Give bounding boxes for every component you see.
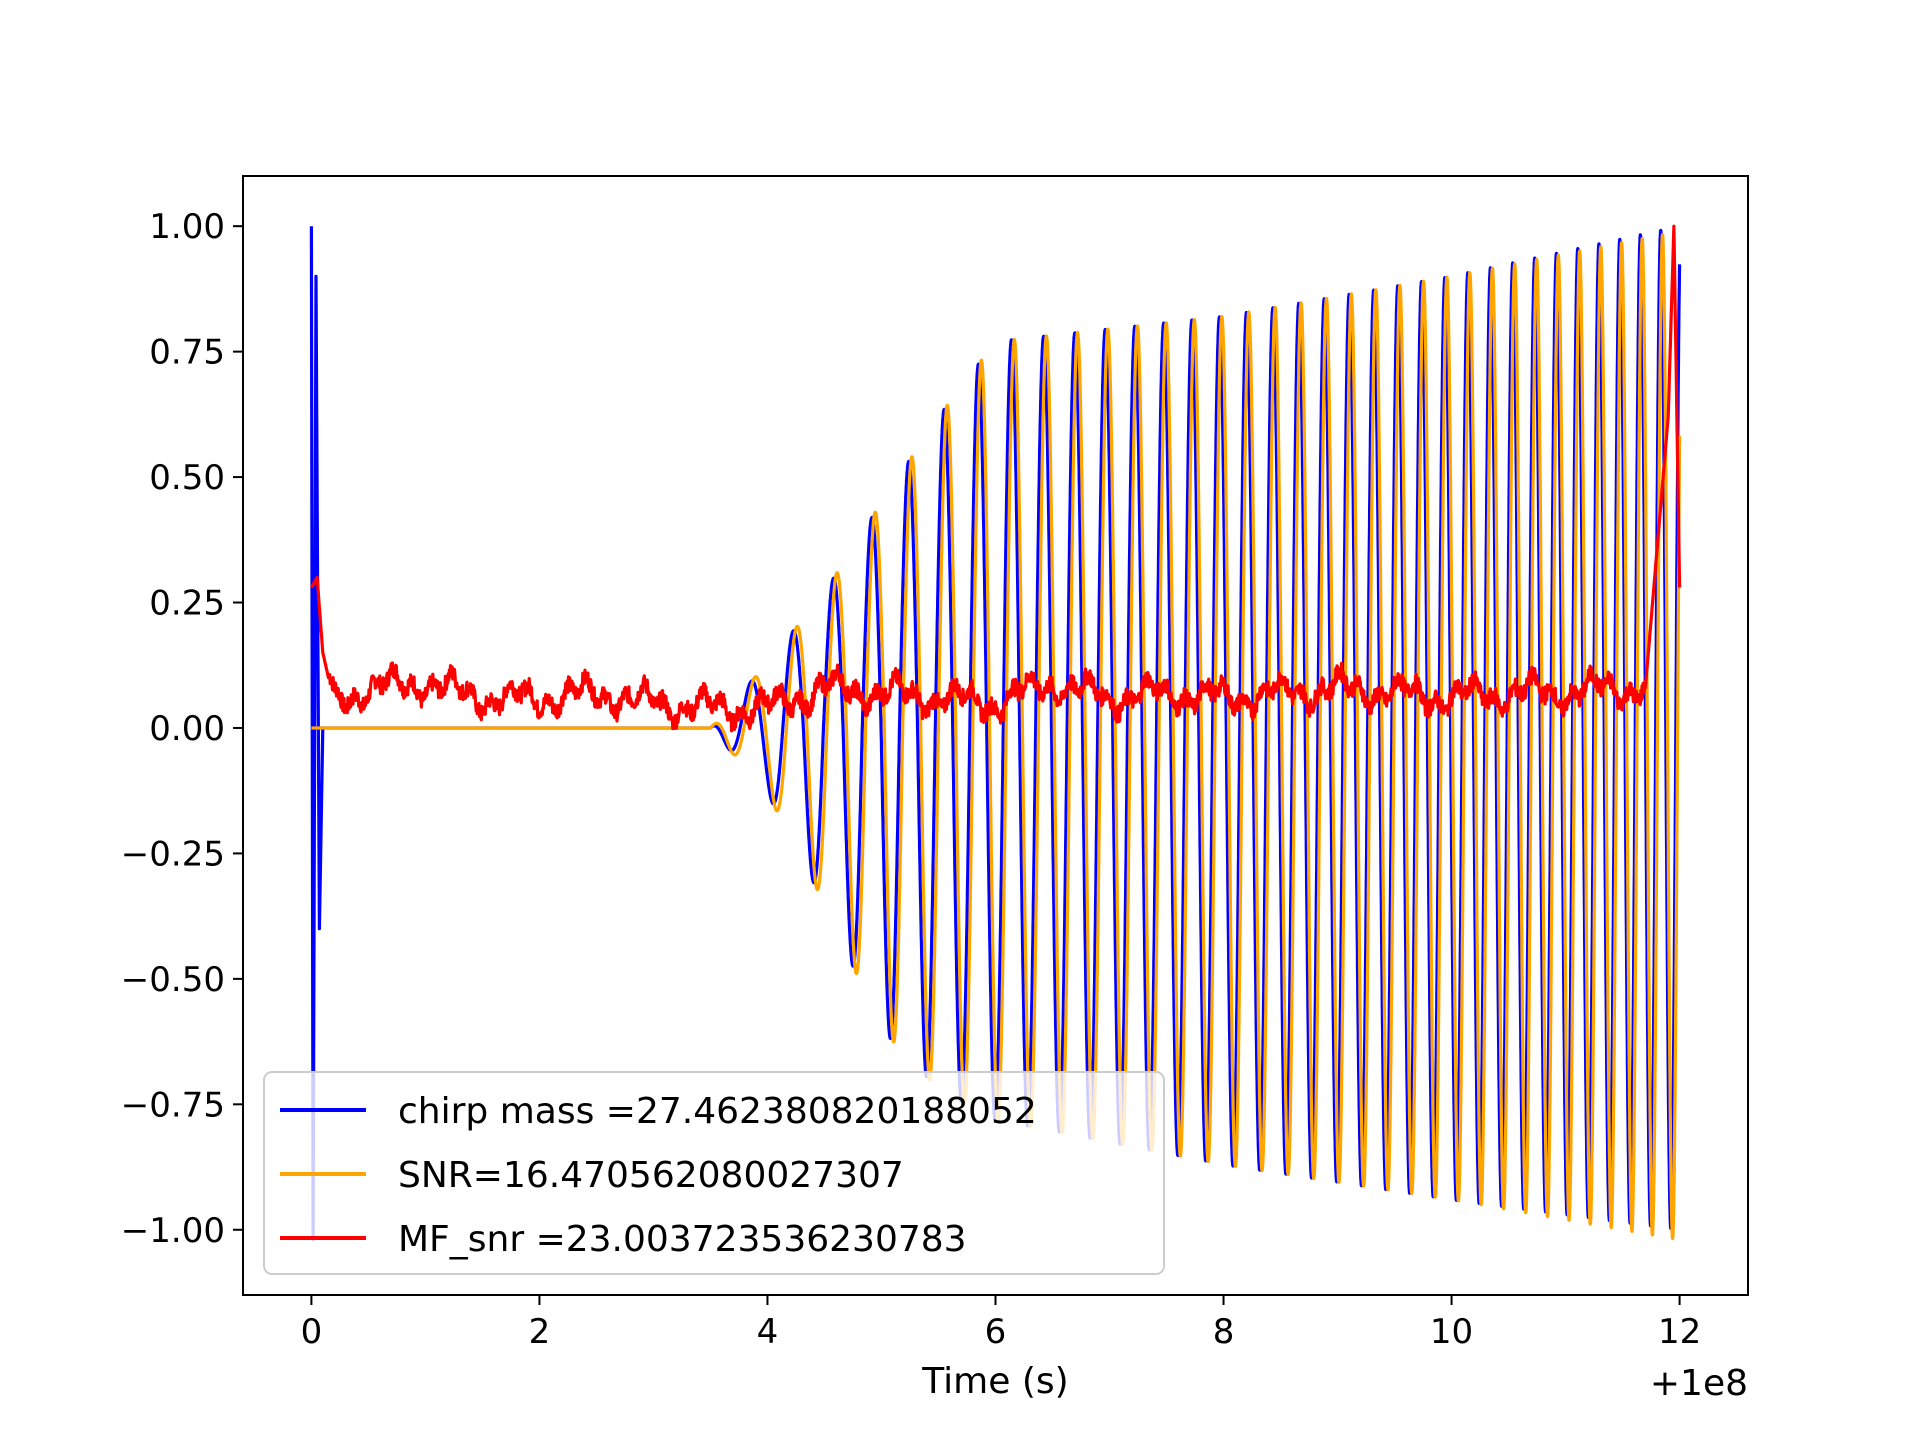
y-tick-label: 0.25 [149, 584, 225, 624]
y-tick-label: 0.00 [149, 709, 225, 749]
x-axis-label: Time (s) [921, 1361, 1068, 1402]
legend-entry: chirp mass =27.462380820188052 [398, 1091, 1037, 1132]
y-tick-label: −0.25 [121, 834, 225, 874]
y-tick-label: −0.75 [121, 1085, 225, 1125]
x-tick-label: 4 [757, 1312, 779, 1352]
series-layer [309, 224, 1682, 1242]
x-tick-label: 12 [1658, 1312, 1701, 1352]
series-mf-snr-line [310, 224, 1682, 733]
legend-entry: MF_snr =23.003723536230783 [398, 1219, 967, 1260]
y-tick-label: −1.00 [121, 1211, 225, 1251]
y-tick-label: 0.50 [149, 458, 225, 498]
x-tick-label: 0 [301, 1312, 323, 1352]
x-tick-label: 8 [1213, 1312, 1235, 1352]
series-snr-line [311, 233, 1682, 1241]
legend-box [263, 1071, 1165, 1275]
legend-entry: SNR=16.470562080027307 [398, 1155, 904, 1196]
x-tick-label: 10 [1430, 1312, 1473, 1352]
x-axis: 0 2 4 6 8 10 12 [301, 1295, 1701, 1352]
x-tick-label: 2 [529, 1312, 551, 1352]
legend: chirp mass =27.462380820188052 SNR=16.470… [263, 1071, 1165, 1275]
series-chirp-mass-line [309, 226, 1682, 1242]
y-axis: 1.00 0.75 0.50 0.25 0.00 −0.25 −0.50 −0.75 −1.00 [121, 207, 243, 1251]
x-tick-label: 6 [985, 1312, 1007, 1352]
x-axis-offset-label: +1e8 [1650, 1363, 1748, 1404]
y-tick-label: 0.75 [149, 333, 225, 373]
y-tick-label: 1.00 [149, 207, 225, 247]
y-tick-label: −0.50 [121, 960, 225, 1000]
